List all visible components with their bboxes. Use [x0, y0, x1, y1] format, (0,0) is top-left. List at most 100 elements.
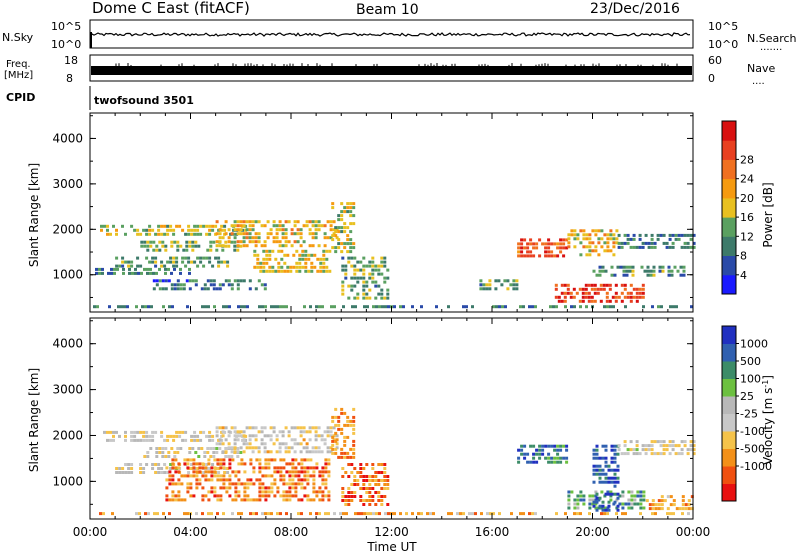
heatmap-cell — [179, 271, 182, 275]
heatmap-cell — [304, 265, 308, 269]
heatmap-cell — [340, 407, 344, 411]
colorbar-tick-label: -1000 — [740, 460, 772, 473]
heatmap-cell — [205, 463, 209, 466]
heatmap-cell — [155, 271, 158, 275]
heatmap-cell — [146, 240, 150, 244]
colorbar-tick-label: 500 — [740, 355, 761, 368]
heatmap-cell — [337, 238, 341, 242]
heatmap-cell — [217, 471, 221, 474]
heatmap-cell — [576, 233, 580, 237]
heatmap-cell — [383, 463, 387, 466]
heatmap-cell — [202, 256, 206, 260]
heatmap-cell — [170, 240, 174, 244]
heatmap-cell — [353, 284, 357, 288]
heatmap-cell — [274, 257, 278, 261]
heatmap-cell — [598, 464, 602, 468]
heatmap-cell — [283, 261, 287, 265]
heatmap-cell — [352, 419, 356, 423]
heatmap-cell — [151, 256, 155, 260]
heatmap-cell — [605, 291, 609, 295]
heatmap-cell — [148, 260, 152, 264]
heatmap-cell — [194, 283, 198, 287]
heatmap-cell — [529, 460, 533, 464]
heatmap-cell — [208, 228, 212, 232]
heatmap-cell — [346, 455, 350, 459]
heatmap-cell — [168, 512, 171, 516]
heatmap-cell — [261, 512, 264, 516]
heatmap-cell — [562, 456, 566, 460]
heatmap-cell — [264, 486, 268, 490]
heatmap-cell — [598, 496, 602, 500]
heatmap-cell — [164, 271, 167, 275]
heatmap-cell — [321, 474, 325, 478]
heatmap-cell — [242, 224, 246, 228]
heatmap-cell — [635, 452, 639, 456]
heatmap-cell — [185, 279, 189, 283]
heatmap-cell — [124, 434, 127, 438]
heatmap-cell — [564, 305, 567, 309]
heatmap-cell — [312, 466, 316, 470]
heatmap-cell — [353, 272, 357, 276]
heatmap-cell — [196, 467, 200, 470]
heatmap-cell — [115, 467, 119, 470]
heatmap-cell — [284, 220, 288, 224]
heatmap-cell — [201, 486, 205, 490]
heatmap-cell — [240, 482, 244, 486]
heatmap-cell — [169, 224, 173, 228]
heatmap-cell — [231, 470, 235, 474]
heatmap-cell — [623, 440, 627, 444]
heatmap-cell — [371, 276, 375, 280]
heatmap-cell — [369, 512, 372, 516]
heatmap-cell — [224, 240, 228, 244]
heatmap-cell — [209, 244, 213, 248]
heatmap-cell — [588, 241, 592, 245]
heatmap-cell — [211, 434, 215, 438]
heatmap-cell — [233, 244, 237, 248]
heatmap-cell — [154, 256, 158, 260]
heatmap-cell — [287, 450, 291, 454]
noise-left-label: N.Sky — [2, 31, 34, 44]
heatmap-cell — [334, 230, 338, 234]
heatmap-cell — [157, 471, 161, 474]
heatmap-cell — [383, 264, 387, 268]
heatmap-cell — [365, 491, 369, 494]
heatmap-cell — [641, 444, 645, 448]
heatmap-cell — [165, 498, 169, 502]
heatmap-cell — [621, 490, 625, 494]
heatmap-cell — [269, 426, 273, 430]
heatmap-cell — [426, 512, 429, 516]
heatmap-cell — [344, 276, 348, 280]
heatmap-cell — [199, 260, 203, 264]
heatmap-cell — [337, 214, 341, 218]
heatmap-cell — [323, 232, 327, 236]
heatmap-cell — [280, 249, 284, 253]
heatmap-cell — [334, 415, 338, 419]
heatmap-cell — [248, 446, 252, 450]
heatmap-cell — [103, 224, 106, 228]
heatmap-cell — [263, 287, 267, 291]
heatmap-cell — [304, 249, 308, 253]
heatmap-cell — [532, 254, 536, 258]
heatmap-cell — [176, 447, 180, 450]
heatmap-cell — [222, 482, 226, 486]
heatmap-cell — [347, 296, 351, 300]
heatmap-cell — [650, 440, 654, 444]
heatmap-cell — [221, 236, 225, 240]
heatmap-cell — [265, 269, 269, 273]
heatmap-cell — [615, 237, 619, 241]
heatmap-cell — [341, 475, 345, 478]
heatmap-cell — [281, 228, 285, 232]
heatmap-cell — [337, 230, 341, 234]
heatmap-cell — [183, 474, 187, 478]
heatmap-cell — [605, 295, 609, 299]
heatmap-cell — [160, 264, 164, 268]
heatmap-cell — [352, 423, 356, 427]
heatmap-cell — [322, 269, 326, 273]
heatmap-cell — [323, 442, 327, 446]
heatmap-cell — [553, 456, 557, 460]
heatmap-cell — [374, 491, 378, 494]
heatmap-cell — [153, 512, 156, 516]
y-tick-label: 2000 — [52, 222, 83, 236]
heatmap-cell — [349, 447, 353, 451]
colorbar-segment — [722, 178, 736, 199]
